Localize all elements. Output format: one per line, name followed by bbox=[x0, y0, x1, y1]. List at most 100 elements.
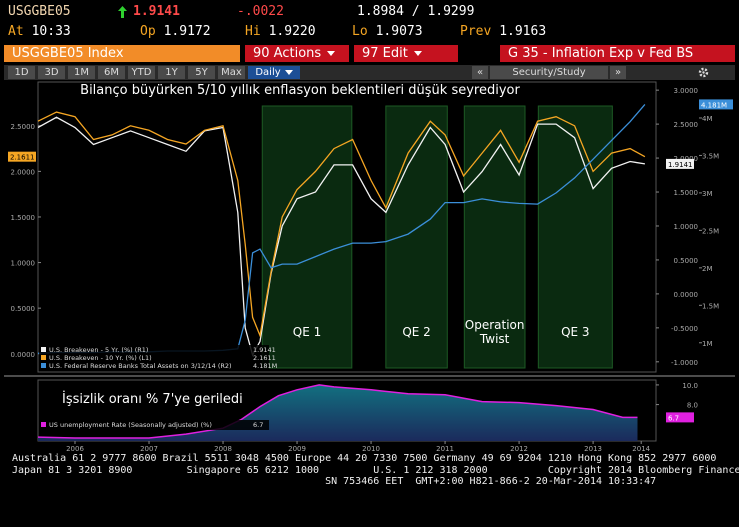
y-tick-label: 1.0000 bbox=[11, 260, 36, 268]
y-tick-label: 0.0000 bbox=[11, 351, 36, 359]
period-button: Max bbox=[218, 66, 245, 79]
legend-box bbox=[39, 345, 269, 371]
y-tick-label: 2.0000 bbox=[11, 168, 36, 176]
y-tick-label: 1.0000 bbox=[674, 223, 699, 231]
x-tick-label: 2009 bbox=[288, 445, 306, 452]
quote-value: 1.9172 bbox=[163, 24, 211, 39]
y-tick-label: 0.5000 bbox=[11, 305, 36, 313]
period-button: 3D bbox=[38, 66, 65, 79]
next-button[interactable]: » bbox=[610, 66, 626, 79]
x-tick-label: 2006 bbox=[66, 445, 84, 452]
x-tick-label: 2008 bbox=[214, 445, 232, 452]
quote-label: Op bbox=[140, 24, 156, 39]
quote-value: 10:33 bbox=[31, 24, 71, 39]
value-badge-label: 6.7 bbox=[668, 414, 679, 422]
chart-area: QE 1 QE 2 Operation Twist QE 3 0.0000 0.5000 1… bbox=[4, 81, 735, 452]
period-button: 1M bbox=[68, 66, 95, 79]
y-tick-label: 0.5000 bbox=[674, 257, 699, 265]
period-button: 1Y bbox=[158, 66, 185, 79]
quote-label: Lo bbox=[352, 24, 368, 39]
edit-menu[interactable]: 97 Edit bbox=[354, 45, 458, 62]
value-badge bbox=[699, 99, 733, 110]
y-tick-label: 3.0000 bbox=[674, 87, 699, 95]
x-tick-label: 2007 bbox=[140, 445, 158, 452]
footer-line: Japan 81 3 3201 8900 Singapore 65 6212 1… bbox=[12, 464, 739, 476]
legend-swatch bbox=[41, 347, 46, 352]
page-title: G 35 - Inflation Exp v Fed BS bbox=[500, 45, 735, 62]
period-bar: Daily « Security/Study » 1D 3D 1M 6M YTD 1Y 5Y… bbox=[4, 65, 735, 80]
quote-value: 1.9220 bbox=[268, 24, 316, 39]
legend-value: 6.7 bbox=[253, 421, 263, 429]
y-tick-label: 2M bbox=[702, 265, 713, 273]
actions-label: 90 Actions bbox=[253, 46, 322, 61]
band-label-box: QE 1 bbox=[292, 325, 322, 339]
y-tick-label: 8.0 bbox=[687, 402, 698, 410]
bid-ask: 1.8984 / 1.9299 bbox=[357, 4, 475, 19]
settings-icon[interactable] bbox=[698, 67, 709, 78]
value-badge-label: 2.1611 bbox=[10, 154, 35, 162]
y-tick-label: -1.0000 bbox=[671, 359, 698, 367]
quote-label: At bbox=[8, 24, 24, 39]
security-field[interactable]: USGGBE05 Index bbox=[4, 45, 240, 62]
legend-label: U.S. Breakeven - 10 Yr. (%) (L1) bbox=[49, 354, 152, 362]
period-button: YTD bbox=[128, 66, 155, 79]
value-badge-label: 4.181M bbox=[701, 101, 727, 109]
y-tick-label: 0.0000 bbox=[674, 291, 699, 299]
x-tick-label: 2013 bbox=[584, 445, 602, 452]
period-button: 1D bbox=[8, 66, 35, 79]
value-badge bbox=[666, 158, 694, 169]
legend-value: 4.181M bbox=[253, 362, 277, 370]
legend-swatch bbox=[41, 422, 46, 427]
shaded-band bbox=[261, 105, 353, 369]
band-label: Operation Twist bbox=[464, 318, 525, 346]
edit-label: 97 Edit bbox=[362, 46, 408, 61]
security-study-button[interactable]: Security/Study bbox=[490, 66, 608, 79]
y-tick-label: 4M bbox=[702, 115, 713, 123]
band-label-box: QE 3 bbox=[561, 325, 590, 339]
footer-line: Australia 61 2 9777 8600 Brazil 5511 304… bbox=[12, 453, 717, 464]
quote-label: Prev bbox=[460, 24, 492, 39]
y-tick-label: 2.5000 bbox=[674, 121, 699, 129]
legend-swatch bbox=[41, 355, 46, 360]
ticker: USGGBE05 bbox=[8, 4, 71, 19]
series-line bbox=[37, 384, 638, 439]
y-tick-label: 1.5000 bbox=[674, 189, 699, 197]
period-button: 6M bbox=[98, 66, 125, 79]
y-tick-label: 2.5000 bbox=[11, 123, 36, 131]
y-tick-label: 2.5M bbox=[702, 227, 719, 235]
legend-label: U.S. Federal Reserve Banks Total Assets … bbox=[49, 362, 232, 370]
legend-label: US unemployment Rate (Seasonally adjuste… bbox=[49, 421, 212, 429]
band-label-box: QE 2 bbox=[402, 325, 431, 339]
actions-menu[interactable]: 90 Actions bbox=[245, 45, 349, 62]
legend-swatch bbox=[41, 363, 46, 368]
x-tick-label: 2012 bbox=[510, 445, 528, 452]
y-tick-label: 1.5M bbox=[702, 302, 719, 310]
quote-value: 1.9163 bbox=[499, 24, 547, 39]
band-label: QE 2 bbox=[402, 325, 431, 339]
y-tick-label: 1M bbox=[702, 340, 713, 348]
x-tick-label: 2010 bbox=[362, 445, 380, 452]
legend-value: 1.9141 bbox=[253, 346, 276, 354]
frequency-button[interactable]: Daily bbox=[248, 66, 300, 79]
x-tick-label: 2011 bbox=[436, 445, 454, 452]
quote-label: Hi bbox=[245, 24, 261, 39]
frequency-label: Daily bbox=[255, 67, 281, 78]
value-badge bbox=[8, 151, 36, 162]
shaded-band bbox=[463, 105, 526, 369]
legend-value: 2.1611 bbox=[253, 354, 276, 362]
band-label-box: Operation Twist bbox=[464, 318, 525, 346]
footer-line: SN 753466 EET GMT+2:00 H821-866-2 20-Mar… bbox=[12, 476, 657, 487]
band-label: QE 1 bbox=[292, 325, 322, 339]
prev-button[interactable]: « bbox=[472, 66, 488, 79]
up-arrow-icon bbox=[118, 6, 127, 18]
series-area bbox=[38, 384, 638, 441]
y-tick-label: 3.5M bbox=[702, 152, 719, 160]
legend-box bbox=[39, 420, 269, 430]
y-tick-label: -0.5000 bbox=[671, 325, 698, 333]
last-price: 1.9141 bbox=[133, 4, 180, 19]
period-button: 5Y bbox=[188, 66, 215, 79]
band-label: QE 3 bbox=[561, 325, 590, 339]
value-badge-label: 1.9141 bbox=[668, 161, 693, 169]
chart-title: Bilanço büyürken 5/10 yıllık enflasyon b… bbox=[80, 83, 520, 98]
